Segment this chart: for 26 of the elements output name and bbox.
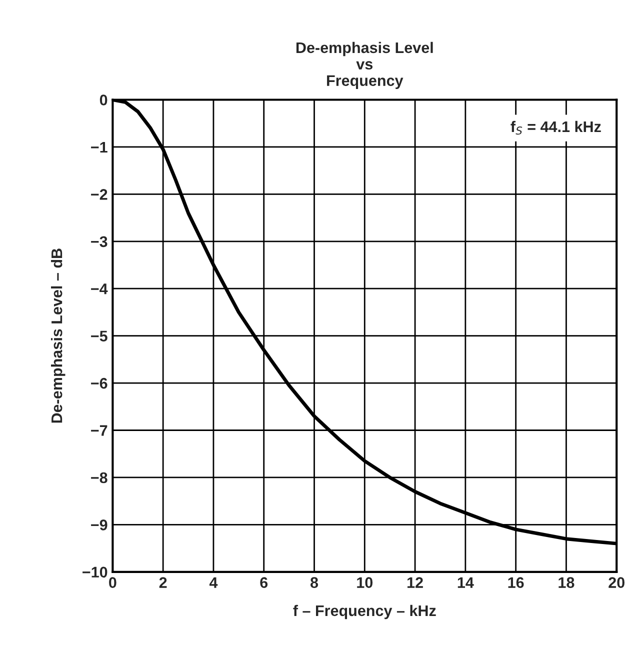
x-tick-label: 16 [508,577,524,588]
y-tick-label: 0 [100,94,108,106]
x-tick-label: 2 [159,577,167,588]
annotation: f$_{S}$ = 44.1 kHz [510,120,601,135]
y-tick-label: −10 [82,566,108,578]
y-tick-label: −1 [91,142,108,152]
x-axis-title: f – Frequency – kHz [293,604,436,620]
x-tick-label: 18 [558,577,574,588]
y-tick-label: −5 [91,330,108,342]
y-tick-label: −4 [91,284,108,294]
y-axis-title: De-emphasis Level – dB [50,248,66,423]
x-tick-label: 6 [260,577,268,588]
y-tick-label: −9 [91,520,108,530]
y-tick-label: −7 [91,425,108,436]
x-tick-label: 20 [608,577,624,588]
y-tick-label: −6 [91,378,108,389]
y-tick-label: −3 [91,236,108,248]
y-tick-label: −2 [91,189,108,200]
chart-title: De-emphasis Level vs Frequency [296,42,433,90]
x-tick-label: 10 [357,577,373,588]
x-tick-label: 12 [408,577,423,588]
x-tick-label: 4 [209,577,218,588]
x-tick-label: 8 [310,577,318,588]
y-tick-label: −8 [91,472,108,484]
x-tick-label: 0 [109,577,116,588]
x-tick-label: 14 [458,577,474,588]
